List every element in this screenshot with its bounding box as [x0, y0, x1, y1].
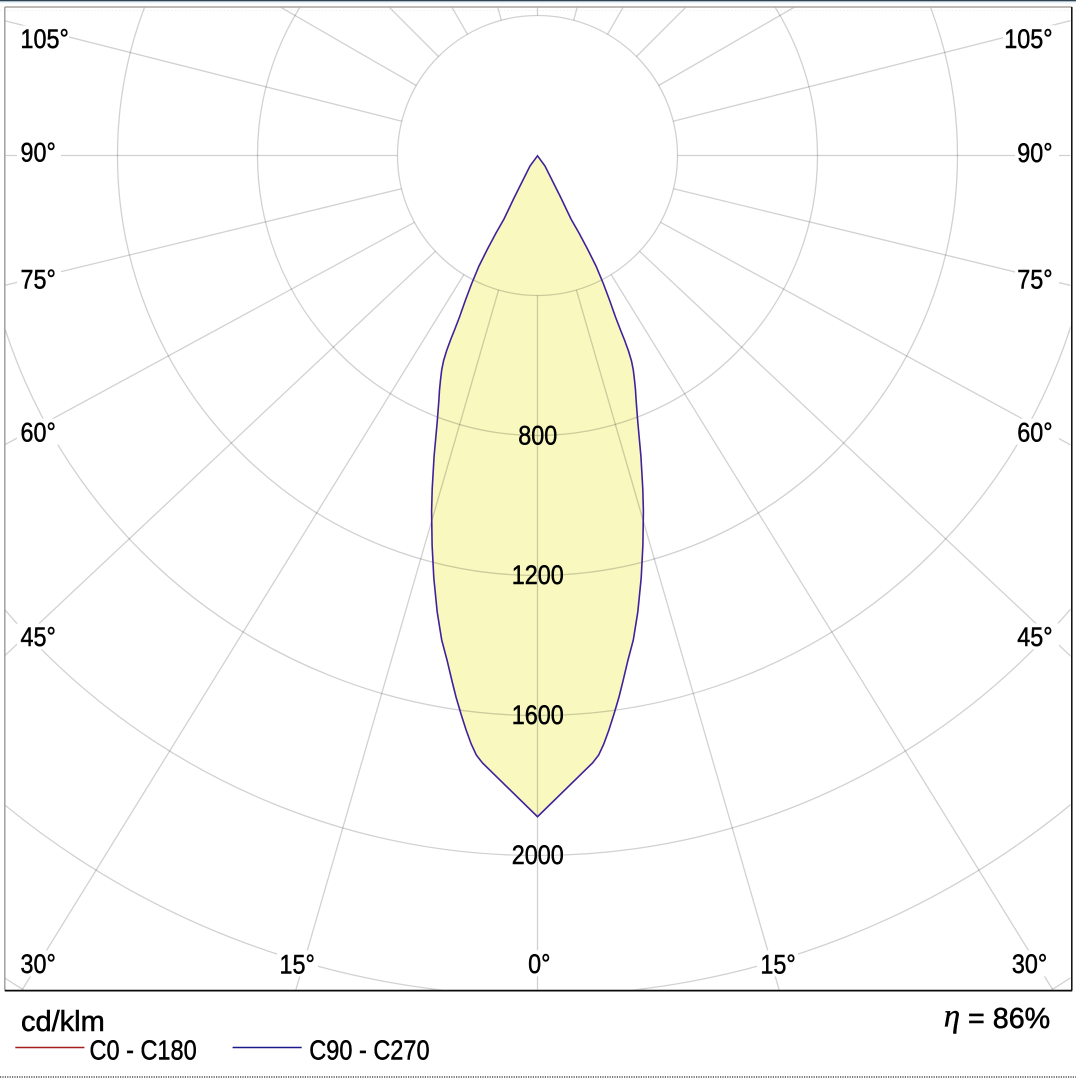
- svg-text:105°: 105°: [21, 25, 69, 55]
- svg-text:0°: 0°: [528, 950, 550, 980]
- svg-text:45°: 45°: [21, 623, 56, 653]
- svg-text:75°: 75°: [21, 265, 56, 295]
- svg-text:2000: 2000: [512, 841, 564, 871]
- svg-text:1200: 1200: [512, 561, 564, 591]
- svg-text:1600: 1600: [512, 701, 564, 731]
- svg-text:C90 - C270: C90 - C270: [309, 1036, 429, 1066]
- svg-text:η = 86%: η = 86%: [944, 998, 1050, 1035]
- svg-text:15°: 15°: [760, 950, 795, 980]
- svg-text:75°: 75°: [1017, 265, 1052, 295]
- svg-text:90°: 90°: [1017, 138, 1052, 168]
- svg-text:cd/klm: cd/klm: [21, 1006, 105, 1038]
- svg-text:105°: 105°: [1004, 24, 1052, 54]
- svg-text:90°: 90°: [21, 138, 56, 168]
- svg-text:15°: 15°: [280, 950, 315, 980]
- svg-text:45°: 45°: [1017, 623, 1052, 653]
- svg-text:60°: 60°: [1017, 418, 1052, 448]
- svg-text:60°: 60°: [21, 418, 56, 448]
- svg-text:30°: 30°: [1012, 950, 1047, 980]
- svg-text:C0 - C180: C0 - C180: [90, 1036, 197, 1066]
- svg-text:800: 800: [518, 421, 557, 451]
- svg-text:30°: 30°: [21, 950, 56, 980]
